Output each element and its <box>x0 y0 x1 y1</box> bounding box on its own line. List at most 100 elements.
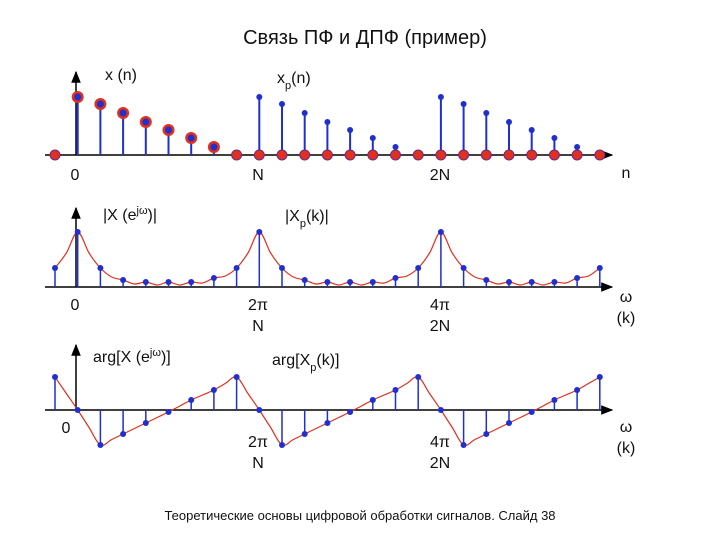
zero-point <box>594 149 606 161</box>
spectrum-point <box>392 275 399 281</box>
zero-point <box>526 149 538 161</box>
zero-point <box>367 149 379 161</box>
spectrum-point <box>120 431 127 437</box>
spectrum-point <box>369 279 376 285</box>
axis-label: ω <box>620 419 633 436</box>
spectrum-point <box>460 442 467 448</box>
label-part: (k)| <box>306 208 329 225</box>
footer: Теоретические основы цифровой обработки … <box>164 508 555 523</box>
title: Связь ПФ и ДПФ (пример) <box>243 27 487 49</box>
label: arg[Xp(k)] <box>272 352 339 374</box>
axis-label: ω <box>620 289 633 306</box>
spectrum-point <box>52 265 58 271</box>
periodic-point <box>324 119 331 125</box>
continuous-curve <box>54 231 601 286</box>
spectrum-point <box>210 275 217 281</box>
spectrum-point <box>74 229 81 235</box>
periodic-point <box>506 119 512 125</box>
spectrum-point <box>210 387 217 393</box>
axis-label: N <box>252 455 264 472</box>
axis-label: 2N <box>430 167 450 184</box>
spectrum-point <box>256 229 263 235</box>
label-part: (n) <box>291 70 311 87</box>
origin-label: 0 <box>71 297 80 314</box>
spectrum-point <box>301 277 308 283</box>
spectrum-point <box>415 265 422 271</box>
signal-point-core <box>187 134 195 142</box>
spectrum-point <box>97 265 104 271</box>
origin-label: 0 <box>71 167 80 184</box>
spectrum-point <box>460 265 467 271</box>
periodic-point <box>574 144 581 150</box>
zero-point <box>344 149 356 161</box>
periodic-point <box>256 94 263 100</box>
axis-label: 2π <box>248 434 268 451</box>
zero-point <box>231 149 243 161</box>
zero-point <box>390 149 401 161</box>
zero-point <box>299 149 311 161</box>
spectrum-point <box>301 431 308 437</box>
zero-point <box>412 149 424 161</box>
spectrum-point <box>528 409 535 415</box>
origin-label: 0 <box>62 420 71 437</box>
spectrum-point <box>506 420 512 426</box>
signal-point-core <box>119 109 127 117</box>
periodic-point <box>551 135 558 141</box>
spectrum-point <box>97 442 104 448</box>
label-part: )| <box>148 207 157 224</box>
spectrum-point <box>483 277 490 283</box>
spectrum-point <box>165 409 172 415</box>
spectrum-point <box>347 409 354 415</box>
zero-point <box>435 149 447 161</box>
spectrum-point <box>506 279 512 285</box>
spectrum-point <box>437 407 444 413</box>
spectrum-point <box>142 279 149 285</box>
spectrum-point <box>52 374 58 380</box>
spectrum-point <box>233 374 240 380</box>
zero-point <box>321 149 333 161</box>
label-part: jω <box>149 347 161 359</box>
label: |X (ejω)| <box>103 205 157 224</box>
spectrum-point <box>392 387 399 393</box>
label-part: p <box>285 80 291 92</box>
spectrum-point <box>574 275 581 281</box>
periodic-point <box>279 101 285 107</box>
spectrum-point <box>120 277 127 283</box>
label-part: )] <box>161 349 171 366</box>
axis-label: 2N <box>430 318 450 335</box>
axis-label: (k) <box>617 310 636 327</box>
label: |Xp(k)| <box>285 208 329 230</box>
axis-label: n <box>622 165 631 182</box>
spectrum-point <box>279 265 285 271</box>
spectrum-point <box>483 431 490 437</box>
label: xp(n) <box>277 70 311 92</box>
zero-point <box>480 149 492 161</box>
spectrum-point <box>528 279 535 285</box>
periodic-point <box>347 127 354 133</box>
label-part: |X <box>285 208 300 225</box>
axis-label: 4π <box>430 434 450 451</box>
spectrum-point <box>347 279 354 285</box>
spectrum-point <box>415 374 422 380</box>
spectrum-point <box>324 420 331 426</box>
axis-label: N <box>252 318 264 335</box>
spectrum-point <box>142 420 149 426</box>
periodic-point <box>369 135 376 141</box>
signal-point-core <box>210 143 218 151</box>
spectrum-point <box>596 265 603 271</box>
signal-point-core <box>96 100 104 108</box>
axis-label: (k) <box>617 440 636 457</box>
zero-point <box>571 149 583 161</box>
signal-point-core <box>165 126 172 134</box>
periodic-point <box>460 101 467 107</box>
zero-point <box>49 149 61 161</box>
spectrum-point <box>324 279 331 285</box>
spectrum-point <box>369 397 376 403</box>
zero-point <box>503 149 515 161</box>
signal-point-core <box>142 118 150 126</box>
axis-label: 4π <box>430 297 450 314</box>
label-part: p <box>310 362 316 374</box>
label-part: p <box>300 218 306 230</box>
label-part: arg[X <box>272 352 311 369</box>
